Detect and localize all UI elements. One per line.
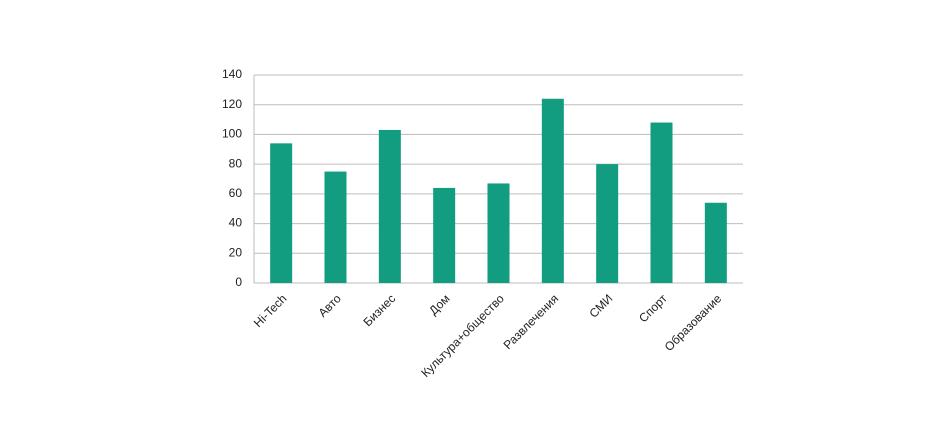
bar — [704, 202, 727, 283]
y-tick-label: 80 — [229, 156, 243, 170]
x-tick-label: Бизнес — [360, 291, 398, 329]
y-tick-label: 60 — [229, 186, 243, 200]
x-tick-label: Спорт — [636, 291, 670, 325]
bar — [487, 183, 510, 283]
y-tick-label: 0 — [235, 275, 242, 289]
x-tick-label: Развлечения — [501, 291, 562, 352]
x-tick-label: Hi-Tech — [251, 291, 290, 330]
y-tick-label: 100 — [222, 127, 242, 141]
x-tick-label: Образование — [662, 291, 725, 354]
bar — [270, 143, 293, 283]
bar — [541, 98, 564, 284]
bar — [650, 122, 673, 284]
y-tick-label: 120 — [222, 97, 242, 111]
bar — [596, 164, 619, 283]
y-tick-label: 20 — [229, 245, 243, 259]
bar — [324, 171, 347, 283]
x-tick-label: СМИ — [586, 291, 615, 320]
x-tick-label: Дом — [426, 291, 452, 317]
x-tick-label: Авто — [315, 291, 344, 320]
y-tick-label: 140 — [222, 67, 242, 81]
y-tick-label: 40 — [229, 216, 243, 230]
bar — [378, 129, 401, 283]
bar — [433, 187, 456, 283]
